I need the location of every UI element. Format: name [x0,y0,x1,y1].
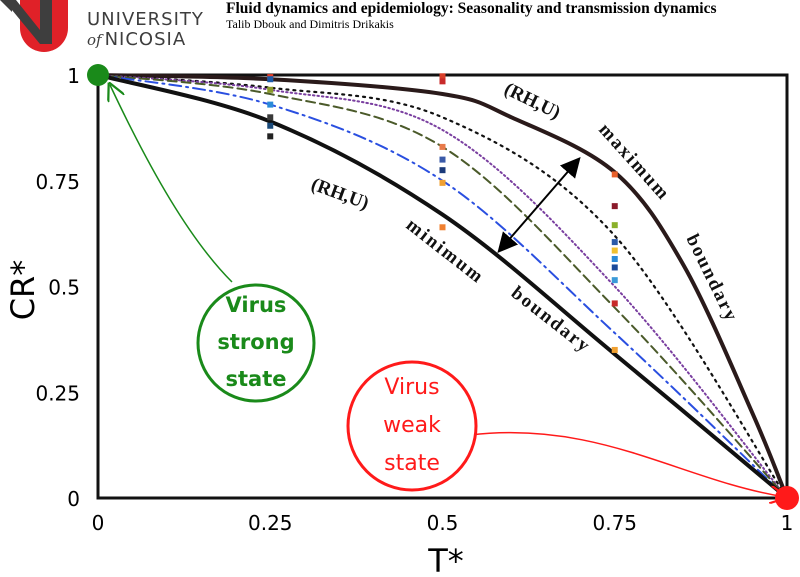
data-marker [611,222,618,229]
y-tick-label: 0.75 [35,170,80,194]
data-marker [439,156,446,163]
y-tick-label: 0.25 [35,381,80,405]
data-marker [611,264,618,271]
data-marker [611,277,618,284]
data-marker [439,224,446,231]
weak-line2: weak [383,413,441,438]
series-line-2 [97,74,788,499]
data-marker [439,143,446,150]
strong-state-arrow [110,85,233,283]
marker-layer [267,73,618,353]
data-marker [267,76,274,83]
data-marker [267,114,274,121]
y-tick-label: 1 [67,64,80,88]
double-arrow [497,156,581,254]
strong-state-point [87,64,109,86]
weak-line3: state [384,451,440,476]
series-line-3 [97,74,788,499]
paper-authors: Talib Dbouk and Dimitris Drikakis [226,17,394,31]
min-label-rh: (RH,U) [308,174,371,214]
x-tick-label: 0.5 [427,511,459,535]
x-axis-label: T* [427,542,464,577]
weak-line1: Virus [384,375,439,400]
university-logo-icon [0,0,68,52]
x-tick-label: 0.75 [592,511,637,535]
data-marker [611,247,618,254]
data-marker [439,167,446,174]
data-marker [267,86,274,93]
series-line-1 [96,73,789,500]
paper-title: Fluid dynamics and epidemiology: Seasona… [226,0,717,17]
strong-line1: Virus [226,293,287,317]
strong-line2: strong [217,330,294,354]
weak-state-bubble: Virus weak state [346,360,478,492]
weak-state-point [775,486,799,510]
y-axis-label: CR* [4,260,42,321]
data-marker [439,179,446,186]
x-tick-label: 0.25 [248,511,293,535]
tick-layer: 0 0.25 0.5 0.75 1 0 0.25 0.5 0.75 1 [35,64,793,535]
y-tick-label: 0 [67,487,80,511]
data-marker [439,73,446,80]
data-marker [439,78,446,85]
x-tick-label: 0 [92,511,105,535]
series-line-5 [96,73,789,500]
university-name-line2: of NICOSIA [87,29,186,50]
university-of: of [87,31,102,49]
strong-state-bubble: Virus strong state [196,283,316,403]
strong-line3: state [226,367,287,391]
y-tick-label: 0.5 [48,276,80,300]
data-marker [267,133,274,140]
header: UNIVERSITY of NICOSIA Fluid dynamics and … [0,0,800,62]
data-marker [611,346,618,353]
university-name-line1: UNIVERSITY [87,9,204,30]
data-marker [267,122,274,129]
weak-state-arrow [469,431,785,497]
data-marker [611,256,618,263]
data-marker [611,203,618,210]
data-marker [611,239,618,246]
data-marker [267,101,274,108]
data-marker [611,300,618,307]
data-marker [611,171,618,178]
min-label-word2: boundary [507,282,595,357]
series-line-4 [97,74,788,499]
university-nicosia: NICOSIA [104,29,187,50]
x-tick-label: 1 [781,511,794,535]
